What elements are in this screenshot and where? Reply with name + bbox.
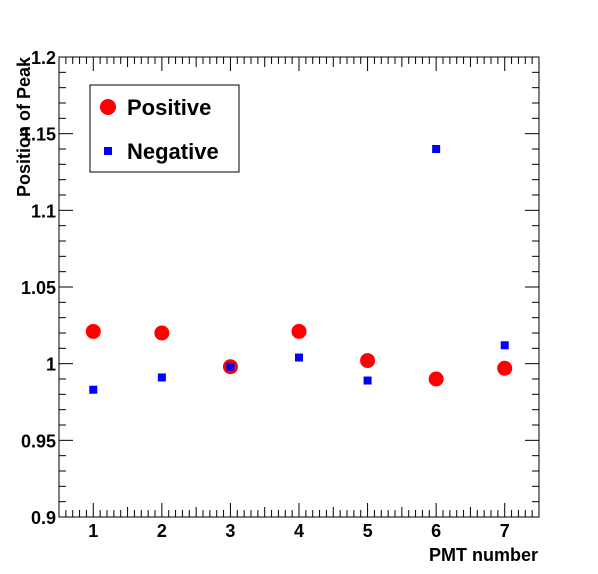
x-tick-label: 5 <box>363 521 373 541</box>
x-tick-labels: 1 2 3 4 5 6 7 <box>88 521 509 541</box>
point-positive <box>360 353 376 369</box>
x-tick-label: 4 <box>294 521 304 541</box>
point-positive <box>154 325 170 341</box>
legend-label-positive: Positive <box>127 95 211 120</box>
legend: Positive Negative <box>89 84 240 173</box>
legend-marker-positive <box>100 99 116 115</box>
y-axis-title: Position of Peak <box>14 56 34 197</box>
y-tick-label: 0.9 <box>31 508 56 528</box>
x-tick-label: 3 <box>225 521 235 541</box>
point-negative <box>363 376 372 385</box>
point-negative <box>500 341 509 350</box>
legend-label-negative: Negative <box>127 139 219 164</box>
point-negative <box>295 353 303 362</box>
y-tick-label: 1.05 <box>21 278 56 298</box>
point-positive <box>85 323 101 339</box>
y-tick-label: 1.1 <box>31 201 56 221</box>
legend-box <box>89 84 240 173</box>
x-axis-title: PMT number <box>429 545 538 565</box>
y-tick-label: 0.95 <box>21 431 56 451</box>
x-tick-label: 6 <box>431 521 441 541</box>
x-tick-label: 2 <box>157 521 167 541</box>
y-tick-labels: 0.9 0.95 1 1.05 1.1 1.15 1.2 <box>21 48 56 528</box>
point-negative <box>432 145 441 153</box>
point-positive <box>428 371 444 387</box>
axis-ticks <box>58 56 540 518</box>
point-negative <box>157 373 166 382</box>
point-negative <box>89 385 98 394</box>
point-positive <box>497 360 513 376</box>
legend-marker-negative <box>104 147 112 155</box>
x-tick-label: 1 <box>88 521 98 541</box>
x-tick-label: 7 <box>500 521 510 541</box>
point-negative <box>226 362 235 371</box>
y-tick-label: 1 <box>46 355 56 375</box>
data-points <box>85 145 513 394</box>
point-positive <box>291 323 307 339</box>
y-tick-label: 1.2 <box>31 48 56 68</box>
y-tick-label: 1.15 <box>21 125 56 145</box>
